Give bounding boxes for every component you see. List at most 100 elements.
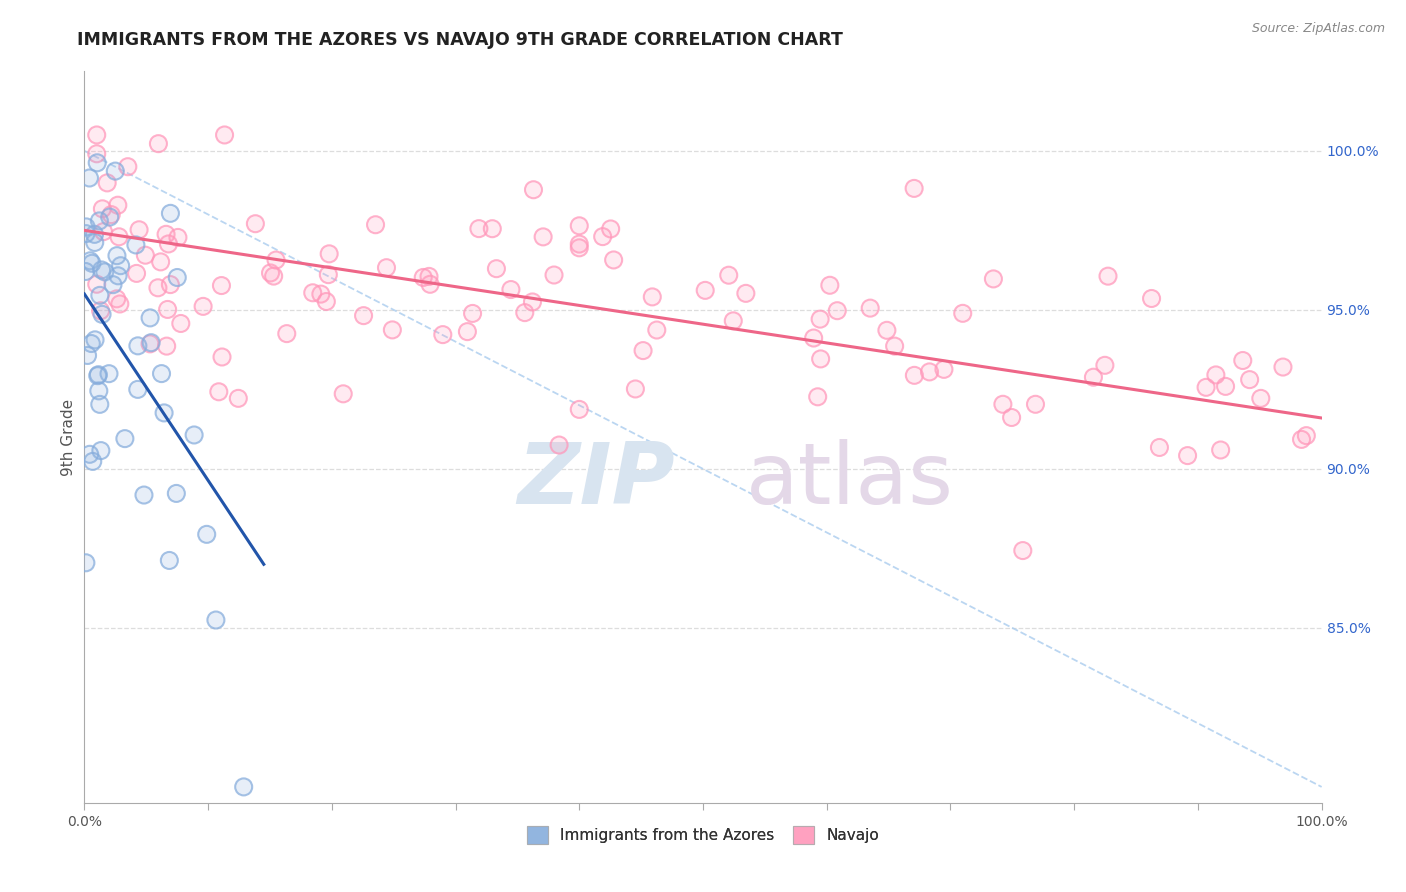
Point: [568, 219, 591, 233]
Point: [86, 277, 108, 292]
Point: [592, 229, 614, 244]
Point: [84, 333, 107, 347]
Point: [599, 222, 621, 236]
Point: [75, 264, 97, 278]
Point: [1232, 353, 1254, 368]
Point: [79, 447, 101, 461]
Point: [155, 227, 177, 242]
Point: [522, 295, 544, 310]
Point: [1083, 370, 1105, 384]
Point: [456, 325, 478, 339]
Point: [1094, 359, 1116, 373]
Point: [166, 270, 188, 285]
Point: [259, 266, 281, 280]
Point: [226, 392, 249, 406]
Point: [80, 256, 103, 270]
Point: [468, 221, 491, 235]
Point: [631, 343, 654, 358]
Point: [568, 237, 591, 252]
Point: [1001, 410, 1024, 425]
Point: [139, 337, 162, 351]
Point: [101, 277, 124, 292]
Point: [125, 267, 148, 281]
Point: [134, 248, 156, 262]
Point: [148, 136, 170, 151]
Point: [318, 268, 340, 282]
Point: [125, 238, 148, 252]
Point: [139, 337, 162, 351]
Point: [87, 384, 110, 398]
Point: [211, 350, 233, 364]
Point: [412, 270, 434, 285]
Point: [818, 278, 841, 293]
Point: [318, 247, 340, 261]
Point: [723, 314, 745, 328]
Point: [245, 217, 267, 231]
Point: [100, 208, 122, 222]
Point: [75, 556, 97, 570]
Point: [375, 260, 398, 275]
Point: [96, 176, 118, 190]
Point: [211, 278, 233, 293]
Point: [1209, 442, 1232, 457]
Point: [132, 488, 155, 502]
Point: [208, 384, 231, 399]
Point: [157, 553, 180, 567]
Point: [232, 780, 254, 794]
Point: [105, 249, 128, 263]
Point: [208, 384, 231, 399]
Point: [107, 198, 129, 212]
Point: [301, 285, 323, 300]
Point: [127, 383, 149, 397]
Point: [86, 128, 108, 142]
Point: [104, 164, 127, 178]
Point: [110, 259, 132, 273]
Point: [98, 367, 121, 381]
Point: [128, 223, 150, 237]
Point: [132, 488, 155, 502]
Point: [93, 225, 115, 239]
Point: [531, 230, 554, 244]
Point: [481, 221, 503, 235]
Point: [107, 268, 129, 283]
Point: [149, 255, 172, 269]
Point: [87, 384, 110, 398]
Point: [818, 278, 841, 293]
Point: [117, 160, 139, 174]
Point: [641, 290, 664, 304]
Point: [602, 252, 624, 267]
Point: [75, 227, 97, 241]
Point: [952, 306, 974, 320]
Point: [205, 613, 228, 627]
Point: [1232, 353, 1254, 368]
Point: [195, 527, 218, 541]
Point: [166, 270, 188, 285]
Point: [82, 454, 104, 468]
Point: [80, 256, 103, 270]
Point: [156, 339, 179, 353]
Point: [1205, 368, 1227, 382]
Point: [259, 266, 281, 280]
Point: [903, 181, 925, 195]
Point: [86, 146, 108, 161]
Point: [79, 447, 101, 461]
Point: [128, 223, 150, 237]
Point: [79, 253, 101, 268]
Point: [214, 128, 236, 142]
Point: [631, 343, 654, 358]
Point: [602, 252, 624, 267]
Point: [87, 368, 110, 383]
Point: [485, 261, 508, 276]
Point: [110, 259, 132, 273]
Point: [499, 283, 522, 297]
Point: [191, 299, 214, 313]
Point: [100, 208, 122, 222]
Point: [150, 367, 173, 381]
Point: [125, 238, 148, 252]
Point: [808, 312, 831, 326]
Point: [155, 227, 177, 242]
Point: [94, 265, 117, 279]
Point: [86, 155, 108, 169]
Point: [83, 227, 105, 242]
Point: [79, 253, 101, 268]
